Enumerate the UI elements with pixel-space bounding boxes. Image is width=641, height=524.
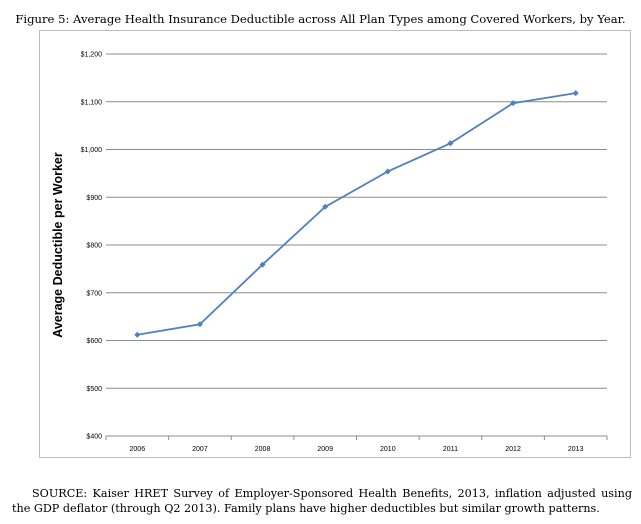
- x-tick-label: 2007: [192, 446, 208, 453]
- data-point: [572, 90, 579, 97]
- y-tick-label: $600: [86, 338, 102, 345]
- y-tick-label: $500: [86, 386, 102, 393]
- series-line: [137, 92, 576, 336]
- y-tick-label: $1,000: [81, 147, 103, 154]
- x-tick-label: 2008: [255, 446, 271, 453]
- x-tick-label: 2006: [130, 446, 146, 453]
- x-tick-label: 2012: [505, 446, 521, 453]
- data-point: [134, 331, 141, 338]
- y-tick-label: $1,100: [81, 99, 103, 106]
- x-tick-label: 2013: [568, 446, 584, 453]
- data-point: [259, 261, 266, 268]
- x-tick-label: 2011: [443, 446, 458, 453]
- x-axis-ticks: 2006 2007 2008 2009 2010 2011 2012 2013: [105, 436, 608, 453]
- y-tick-label: $800: [86, 243, 102, 250]
- series: [134, 90, 579, 338]
- data-point: [196, 321, 203, 328]
- x-tick-label: 2009: [317, 446, 333, 453]
- y-tick-label: $1,200: [81, 52, 103, 59]
- source-note: SOURCE: Kaiser HRET Survey of Employer-S…: [12, 487, 632, 515]
- y-tick-label: $700: [86, 290, 102, 297]
- data-point: [322, 203, 329, 210]
- y-tick-label: $900: [86, 195, 102, 202]
- gridlines: [106, 53, 607, 437]
- y-axis-title: Average Deductible per Worker: [51, 152, 65, 338]
- figure-caption: Figure 5: Average Health Insurance Deduc…: [15, 12, 626, 26]
- x-tick-label: 2010: [380, 446, 396, 453]
- chart-area: $400 $500 $600 $700 $800 $900 $1,000 $1,100 $1,2…: [39, 30, 631, 458]
- y-axis-ticks: $400 $500 $600 $700 $800 $900 $1,000 $1,100 $1,2…: [81, 52, 103, 441]
- data-point: [384, 168, 391, 175]
- data-point: [447, 140, 454, 147]
- line-chart: $400 $500 $600 $700 $800 $900 $1,000 $1,100 $1,2…: [51, 52, 608, 453]
- data-point: [510, 100, 517, 107]
- y-tick-label: $400: [86, 434, 102, 441]
